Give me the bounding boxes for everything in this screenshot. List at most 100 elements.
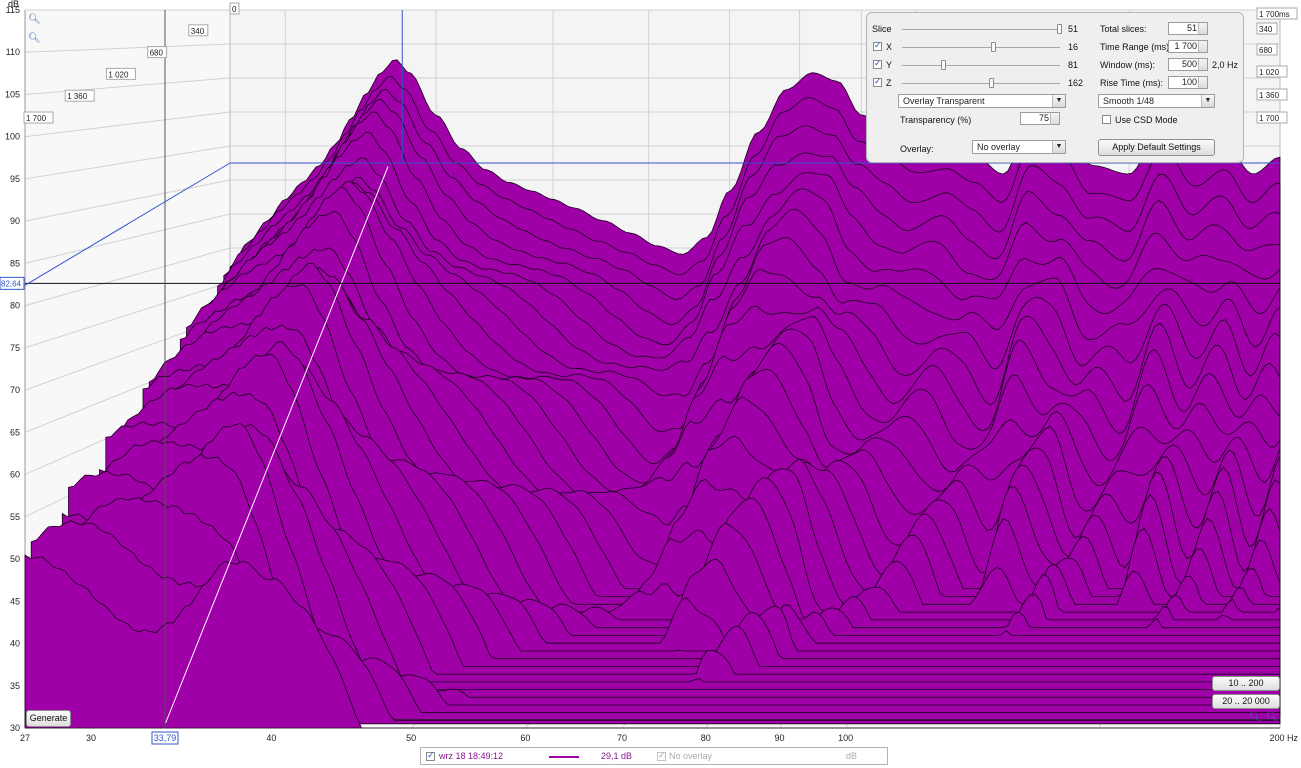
y-slider-thumb[interactable] [941,60,946,70]
zoom-in-icon[interactable]: 🔍︎ [28,14,41,25]
time-tick-label: 1 700 [26,114,47,123]
x-tick-label: 50 [406,733,416,743]
y-tick-label: 80 [10,301,20,311]
x-value: 16 [1067,42,1078,52]
window-label: Window (ms): [1100,60,1156,70]
slice-label: Slice [872,24,892,34]
time-tick-box [188,24,209,37]
time-tick-label-right: 1 020 [1259,68,1280,77]
crosshair-x-readout: 33,79 [154,733,177,743]
time-tick-label-right: 1 360 [1259,91,1280,100]
generate-button[interactable]: Generate [26,710,71,727]
range-10-200-button[interactable]: 10 .. 200 [1212,676,1280,691]
y-value: 81 [1067,60,1078,70]
legend: wrz 18 18:49:12 29,1 dB No overlay dB [420,747,888,765]
zoom-out-icon[interactable]: 🔍︎ [1266,712,1279,723]
window-spinner[interactable]: 500 [1168,58,1208,71]
legend-series-checkbox[interactable] [426,750,435,761]
x-tick-label: 60 [520,733,530,743]
time-tick-label-right: 1 700ms [1259,10,1290,19]
legend-series-swatch [549,756,579,758]
zoom-in-icon[interactable]: 🔍︎ [1249,712,1262,723]
y-slider-track[interactable] [902,65,1060,66]
time-range-label: Time Range (ms): [1100,42,1172,52]
crosshair [24,10,1280,728]
chevron-down-icon: ▼ [1052,141,1065,153]
total-slices-spinner[interactable]: 51 [1168,22,1208,35]
slice-slider-thumb[interactable] [1057,24,1062,34]
x-tick-label: 70 [617,733,627,743]
legend-series-value: 29,1 dB [601,751,633,761]
chevron-down-icon: ▼ [1201,95,1214,107]
waterfall-slices [24,59,1281,729]
csd-mode-label: Use CSD Mode [1115,115,1178,125]
y-tick-label: 65 [10,427,20,437]
smoothing-dropdown[interactable]: Smooth 1/48 ▼ [1098,94,1215,108]
y-checkbox[interactable] [873,58,882,69]
y-tick-label: 75 [10,343,20,353]
overlay-mode-value: Overlay Transparent [903,96,985,106]
overlay-dropdown[interactable]: No overlay ▼ [972,140,1066,154]
x-axis: 27 30 40 50 60 70 80 90 100 200 Hz 33,79 [20,731,1298,745]
y-tick-label: 85 [10,258,20,268]
y-tick-label: 95 [10,174,20,184]
time-range-spinner[interactable]: 1 700 [1168,40,1208,53]
time-tick-box-right [1256,22,1278,35]
window-hz: 2,0 Hz [1212,60,1239,70]
legend-unit: dB [846,751,858,761]
y-tick-label: 60 [10,470,20,480]
y-tick-label: 105 [5,89,20,99]
time-tick-box [64,89,95,102]
time-tick-label: 340 [191,27,205,36]
slice-value: 51 [1067,24,1078,34]
y-axis: 115 110 105 100 95 90 85 80 75 70 65 60 55 50 45 40 35 30… [0,5,25,733]
overlay-mode-dropdown[interactable]: Overlay Transparent ▼ [898,94,1066,108]
y-tick-label: 70 [10,385,20,395]
y-tick-label: 90 [10,216,20,226]
y-tick-label: 35 [10,681,20,691]
time-tick-label-right: 680 [1259,46,1273,55]
zoom-out-icon[interactable]: 🔍︎ [28,33,41,44]
csd-mode-checkbox[interactable] [1102,115,1111,124]
time-tick-box-right [1256,43,1278,56]
range-20-20000-button[interactable]: 20 .. 20 000 [1212,694,1280,709]
legend-overlay-checkbox[interactable] [657,750,666,761]
total-slices-label: Total slices: [1100,24,1147,34]
y-tick-label: 40 [10,639,20,649]
legend-overlay: No overlay [669,751,713,761]
slice-slider-track[interactable] [902,29,1060,30]
z-checkbox[interactable] [873,76,882,87]
x-slider-thumb[interactable] [991,42,996,52]
rise-time-spinner[interactable]: 100 [1168,76,1208,89]
time-tick-box-right [1256,7,1298,20]
y-tick-label: 55 [10,512,20,522]
y-label: Y [886,60,893,70]
time-tick-label-right: 1 700 [1259,114,1280,123]
time-tick-box-right [1256,111,1288,124]
time-axis: 0 340 680 1 020 1 360 1 700 1 700ms 340 680 1 020… [23,2,1298,124]
time-tick-label: 1 360 [67,92,88,101]
z-label: Z [886,78,892,88]
crosshair-depth [24,162,231,286]
waterfall-slice [24,554,1280,729]
smoothing-value: Smooth 1/48 [1103,96,1155,106]
x-tick-label: 40 [266,733,276,743]
apply-default-settings-button[interactable]: Apply Default Settings [1098,139,1215,156]
x-label: X [886,42,893,52]
y-tick-label: 100 [5,132,20,142]
x-tick-label: 30 [86,733,96,743]
x-checkbox[interactable] [873,40,882,51]
x-tick-label: 100 [838,733,853,743]
z-slider-thumb[interactable] [989,78,994,88]
time-tick-box-right [1256,88,1288,101]
transparency-spinner[interactable]: 75 [1020,112,1060,125]
rise-time-label: Rise Time (ms): [1100,78,1163,88]
time-tick-label: 1 020 [108,70,129,79]
x-slider-track[interactable] [902,47,1060,48]
time-tick-label: 0 [232,5,237,14]
z-slider-track[interactable] [902,83,1060,84]
time-tick-label: 680 [150,49,164,58]
crosshair-y-readout-box [0,276,25,290]
x-tick-label: 90 [775,733,785,743]
